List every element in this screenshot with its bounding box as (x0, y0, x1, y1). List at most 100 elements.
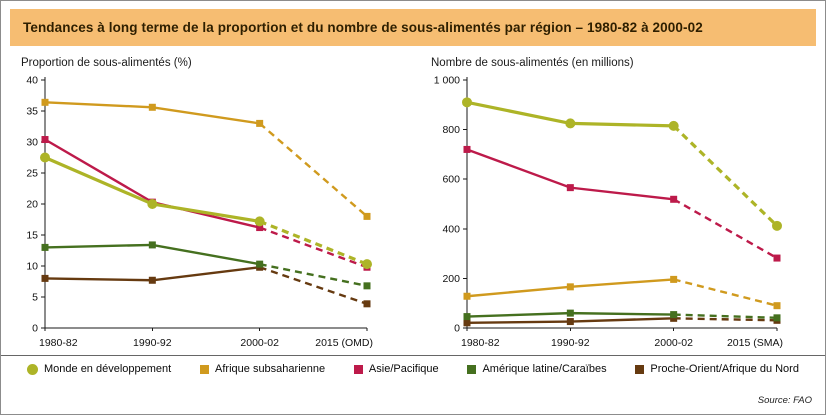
y-tick-label: 400 (442, 223, 460, 235)
y-tick-label: 10 (26, 261, 38, 273)
data-point-marker (566, 318, 574, 326)
y-tick-label: 15 (26, 230, 38, 242)
legend-label: Afrique subsaharienne (215, 363, 326, 375)
data-point-marker (463, 313, 471, 321)
y-tick-label: 5 (32, 292, 38, 304)
series-line-projection (258, 122, 368, 218)
data-point-marker (566, 309, 574, 317)
data-point-marker (773, 254, 781, 262)
legend: Monde en développement Afrique subsaharie… (1, 355, 825, 378)
y-tick-label: 0 (32, 323, 38, 335)
series-line-projection (673, 278, 778, 307)
series-line-solid (44, 156, 260, 223)
series-monde-en-developpement (462, 97, 782, 231)
data-point-marker (463, 319, 471, 327)
series-amerique-latine-caraibes (41, 241, 371, 290)
x-tick-label: 1980-82 (461, 337, 500, 349)
square-marker-icon (353, 364, 363, 374)
x-tick-label: 2000-02 (654, 337, 693, 349)
series-proche-orient-afrique-du-nord (463, 314, 781, 327)
proportion-chart: 0 5 10 15 20 25 30 35 40 1980-82 1990-92 2000-02 201… (26, 75, 373, 350)
data-point-marker (773, 314, 781, 322)
square-marker-icon (467, 364, 477, 374)
data-point-marker (41, 136, 49, 144)
data-point-marker (670, 311, 678, 319)
data-point-marker (566, 283, 574, 291)
x-tick-label: 1990-92 (133, 337, 172, 349)
x-tick-label: 2000-02 (240, 337, 279, 349)
series-line-projection (259, 262, 368, 288)
series-line-projection (673, 198, 778, 260)
y-tick-label: 600 (442, 174, 460, 186)
chart-title-proportion: Proportion de sous-alimentés (%) (21, 57, 192, 69)
series-proche-orient-afrique-du-nord (41, 263, 371, 308)
y-tick-label: 35 (26, 106, 38, 118)
data-point-marker (362, 259, 372, 270)
data-point-marker (670, 275, 678, 283)
data-point-marker (256, 224, 264, 232)
series-asie-pacifique (41, 136, 371, 271)
square-marker-icon (200, 364, 210, 374)
data-point-marker (670, 314, 678, 322)
x-tick-label: 2015 (SMA) (727, 337, 783, 349)
nombre-chart-axes (463, 77, 778, 331)
y-tick-label: 1 000 (434, 75, 460, 87)
y-tick-label: 0 (454, 323, 460, 335)
data-point-marker (41, 98, 49, 106)
series-line-projection (259, 219, 368, 266)
legend-item-asie-pacifique: Asie/Pacifique (353, 363, 439, 375)
x-tick-label: 2015 (OMD) (315, 337, 373, 349)
data-point-marker (363, 300, 371, 308)
y-tick-label: 40 (26, 75, 38, 87)
proportion-chart-host: 0 5 10 15 20 25 30 35 40 1980-82 1990-92 2000-02 201… (11, 70, 413, 352)
data-point-marker (668, 120, 679, 131)
series-line-projection (672, 124, 779, 227)
data-point-marker (254, 216, 265, 227)
y-tick-label: 30 (26, 137, 38, 149)
data-point-marker (148, 276, 156, 284)
y-tick-label: 200 (442, 273, 460, 285)
charts-row: Proportion de sous-alimentés (%) 0 5 10 15 2… (1, 53, 825, 352)
series-line-solid (466, 148, 674, 201)
y-tick-label: 20 (26, 199, 38, 211)
legend-item-afrique-subsaharienne: Afrique subsaharienne (200, 363, 325, 375)
legend-label: Amérique latine/Caraïbes (482, 363, 607, 375)
data-point-marker (772, 220, 782, 231)
data-point-marker (41, 243, 49, 251)
series-amerique-latine-caraibes (463, 309, 781, 322)
page-title: Tendances à long terme de la proportion … (23, 20, 703, 35)
legend-item-amerique-latine-caraibes: Amérique latine/Caraïbes (467, 363, 607, 375)
nombre-chart: 0 200 400 600 800 1 000 1980-82 1990-92 2000-02 2… (434, 75, 783, 350)
data-point-marker (463, 145, 471, 153)
series-monde-en-developpement (40, 152, 372, 270)
square-marker-icon (635, 364, 645, 374)
y-tick-label: 800 (442, 124, 460, 136)
data-point-marker (773, 302, 781, 310)
legend-item-monde-en-developpement: Monde en développement (27, 363, 171, 375)
series-afrique-subsaharienne (41, 98, 371, 220)
series-afrique-subsaharienne (463, 275, 781, 310)
circle-marker-icon (27, 363, 38, 375)
source-note: Source: FAO (757, 395, 812, 406)
data-point-marker (462, 97, 472, 108)
data-point-marker (148, 103, 156, 111)
series-line-projection (673, 313, 778, 320)
nombre-chart-host: 0 200 400 600 800 1 000 1980-82 1990-92 2000-02 2… (421, 70, 823, 352)
data-point-marker (256, 260, 264, 268)
series-line-projection (259, 226, 368, 269)
series-line-solid (44, 138, 260, 229)
data-point-marker (670, 195, 678, 203)
data-point-marker (565, 118, 576, 129)
data-point-marker (566, 184, 574, 192)
legend-label: Proche-Orient/Afrique du Nord (650, 363, 799, 375)
data-point-marker (363, 212, 371, 220)
data-point-marker (147, 199, 158, 209)
chart-panel-nombre: Nombre de sous-alimentés (en millions) 0… (413, 55, 823, 352)
legend-label: Monde en développement (44, 363, 172, 375)
y-tick-label: 25 (26, 168, 38, 180)
x-tick-label: 1990-92 (551, 337, 590, 349)
series-asie-pacifique (463, 145, 781, 262)
title-bar: Tendances à long terme de la proportion … (10, 9, 816, 46)
data-point-marker (41, 274, 49, 282)
